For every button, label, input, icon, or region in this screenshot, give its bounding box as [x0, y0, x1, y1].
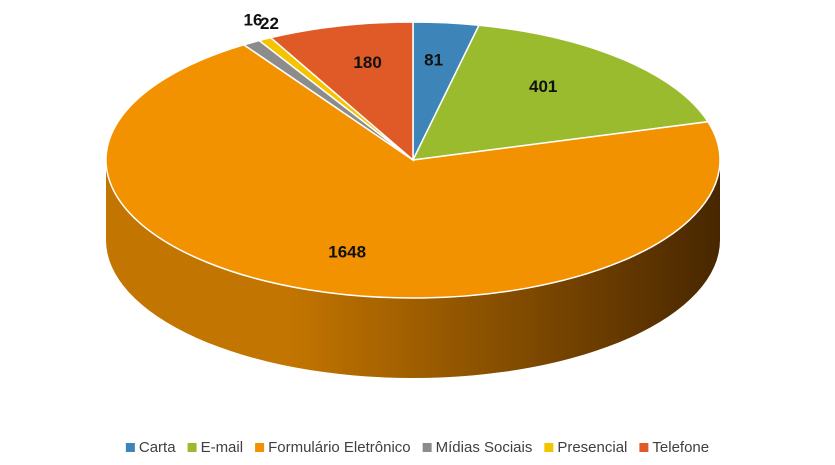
legend-swatch: [255, 443, 265, 452]
data-label: 180: [353, 53, 381, 72]
legend-swatch: [639, 443, 649, 452]
legend-label: Mídias Sociais: [436, 439, 533, 456]
legend-label: E-mail: [201, 439, 244, 456]
legend-swatch: [544, 443, 554, 452]
legend-swatch: [125, 443, 135, 452]
data-label: 16: [244, 11, 263, 30]
data-label: 401: [529, 77, 557, 96]
data-label: 81: [424, 51, 443, 70]
legend-label: Formulário Eletrônico: [268, 439, 411, 456]
slice: [411, 24, 710, 161]
slice-side: [106, 160, 720, 378]
legend-swatch: [422, 443, 432, 452]
slice: [269, 21, 414, 162]
legend-swatch: [187, 443, 197, 452]
legend-label: Presencial: [557, 439, 627, 456]
data-label: 22: [260, 14, 279, 33]
legend-label: Telefone: [652, 439, 709, 456]
data-label: 1648: [328, 243, 366, 262]
slice: [105, 44, 721, 299]
legend-label: Carta: [139, 439, 176, 456]
